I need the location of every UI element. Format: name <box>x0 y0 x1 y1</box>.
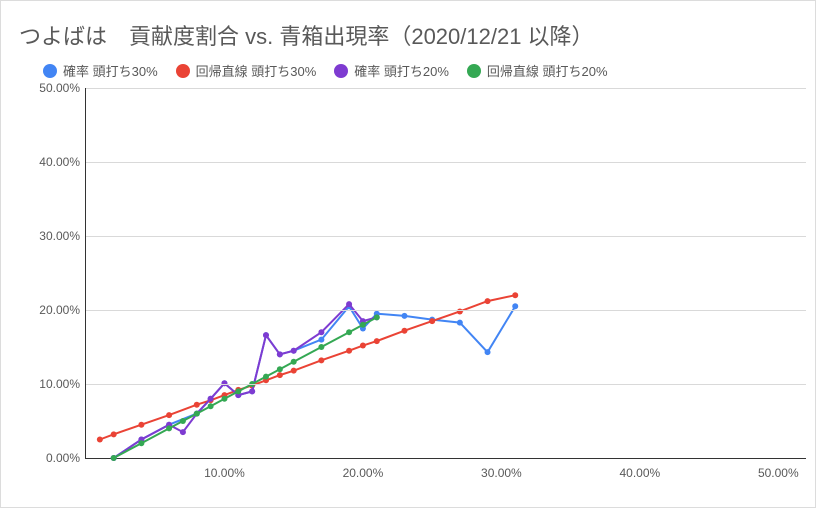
y-tick-label: 0.00% <box>20 451 80 465</box>
series-line <box>100 295 515 439</box>
series-marker <box>318 329 324 335</box>
legend-swatch <box>334 64 348 78</box>
series-marker <box>277 351 283 357</box>
gridline-h <box>86 310 806 311</box>
y-tick-label: 40.00% <box>20 155 80 169</box>
series-marker <box>166 425 172 431</box>
series-marker <box>111 431 117 437</box>
series-marker <box>166 412 172 418</box>
series-marker <box>221 396 227 402</box>
series-marker <box>512 292 518 298</box>
legend-item: 確率 頭打ち30% <box>43 61 158 80</box>
series-marker <box>512 303 518 309</box>
series-marker <box>194 402 200 408</box>
plot-wrap: 0.00% 10.00% 20.00% 30.00% 40.00% 50.00% 10.00… <box>15 88 801 488</box>
series-marker <box>401 328 407 334</box>
series-marker <box>457 320 463 326</box>
gridline-h <box>86 88 806 89</box>
series-marker <box>346 301 352 307</box>
gridline-h <box>86 162 806 163</box>
series-marker <box>401 313 407 319</box>
x-tick-label: 10.00% <box>204 466 245 480</box>
series-line <box>114 317 377 458</box>
y-tick-label: 10.00% <box>20 377 80 391</box>
series-marker <box>97 437 103 443</box>
legend-item: 確率 頭打ち20% <box>334 61 449 80</box>
legend: 確率 頭打ち30% 回帰直線 頭打ち30% 確率 頭打ち20% 回帰直線 頭打ち20% <box>43 61 801 80</box>
y-tick-label: 50.00% <box>20 81 80 95</box>
series-marker <box>291 368 297 374</box>
legend-swatch <box>43 64 57 78</box>
legend-item: 回帰直線 頭打ち30% <box>176 61 317 80</box>
legend-label: 確率 頭打ち30% <box>63 61 158 80</box>
series-marker <box>429 318 435 324</box>
chart-svg <box>86 88 806 458</box>
legend-swatch <box>467 64 481 78</box>
series-marker <box>180 418 186 424</box>
legend-item: 回帰直線 頭打ち20% <box>467 61 608 80</box>
series-marker <box>263 374 269 380</box>
series-marker <box>263 332 269 338</box>
legend-swatch <box>176 64 190 78</box>
legend-label: 回帰直線 頭打ち20% <box>487 61 608 80</box>
series-line <box>114 304 377 458</box>
series-marker <box>194 411 200 417</box>
chart-card: つよばは 貢献度割合 vs. 青箱出現率（2020/12/21 以降） 確率 頭… <box>0 0 816 508</box>
series-marker <box>485 349 491 355</box>
series-marker <box>291 359 297 365</box>
series-marker <box>318 357 324 363</box>
series-marker <box>360 343 366 349</box>
x-tick-label: 50.00% <box>758 466 799 480</box>
series-line <box>114 306 516 458</box>
x-tick-label: 40.00% <box>619 466 660 480</box>
series-marker <box>318 337 324 343</box>
x-tick-label: 30.00% <box>481 466 522 480</box>
series-marker <box>208 396 214 402</box>
series-marker <box>138 422 144 428</box>
y-tick-label: 30.00% <box>20 229 80 243</box>
gridline-h <box>86 236 806 237</box>
series-marker <box>374 338 380 344</box>
series-marker <box>277 366 283 372</box>
series-marker <box>249 388 255 394</box>
series-marker <box>138 440 144 446</box>
y-tick-label: 20.00% <box>20 303 80 317</box>
series-marker <box>318 344 324 350</box>
series-marker <box>291 348 297 354</box>
x-tick-label: 20.00% <box>343 466 384 480</box>
series-marker <box>346 329 352 335</box>
series-marker <box>485 298 491 304</box>
legend-label: 回帰直線 頭打ち30% <box>196 61 317 80</box>
series-marker <box>374 314 380 320</box>
gridline-h <box>86 384 806 385</box>
plot-area: 0.00%10.00%20.00%30.00%40.00%50.00%10.00… <box>85 88 806 459</box>
series-marker <box>111 455 117 461</box>
series-marker <box>180 429 186 435</box>
series-marker <box>277 372 283 378</box>
series-marker <box>360 322 366 328</box>
series-marker <box>208 403 214 409</box>
legend-label: 確率 頭打ち20% <box>354 61 449 80</box>
chart-title: つよばは 貢献度割合 vs. 青箱出現率（2020/12/21 以降） <box>19 19 801 51</box>
series-marker <box>235 388 241 394</box>
series-marker <box>346 348 352 354</box>
